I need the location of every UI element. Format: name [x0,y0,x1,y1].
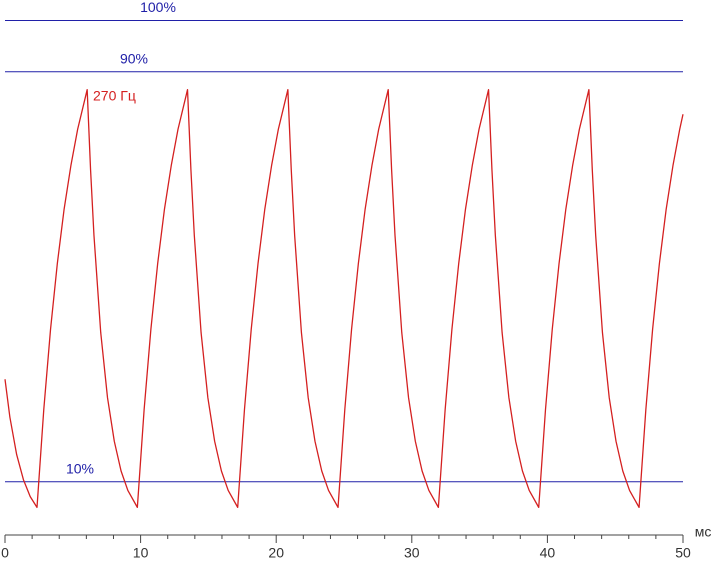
x-tick-label: 20 [268,545,284,561]
reference-label: 10% [66,460,94,476]
x-tick-label: 10 [133,545,149,561]
reference-label: 100% [140,0,176,15]
x-tick-label: 30 [404,545,420,561]
x-tick-label: 40 [540,545,556,561]
annotation: 270 Гц [93,88,136,104]
x-tick-label: 50 [675,545,691,561]
x-tick-label: 0 [1,545,9,561]
line-series [4,89,684,509]
x-unit-label: мс [695,524,711,540]
reference-label: 90% [120,50,148,66]
